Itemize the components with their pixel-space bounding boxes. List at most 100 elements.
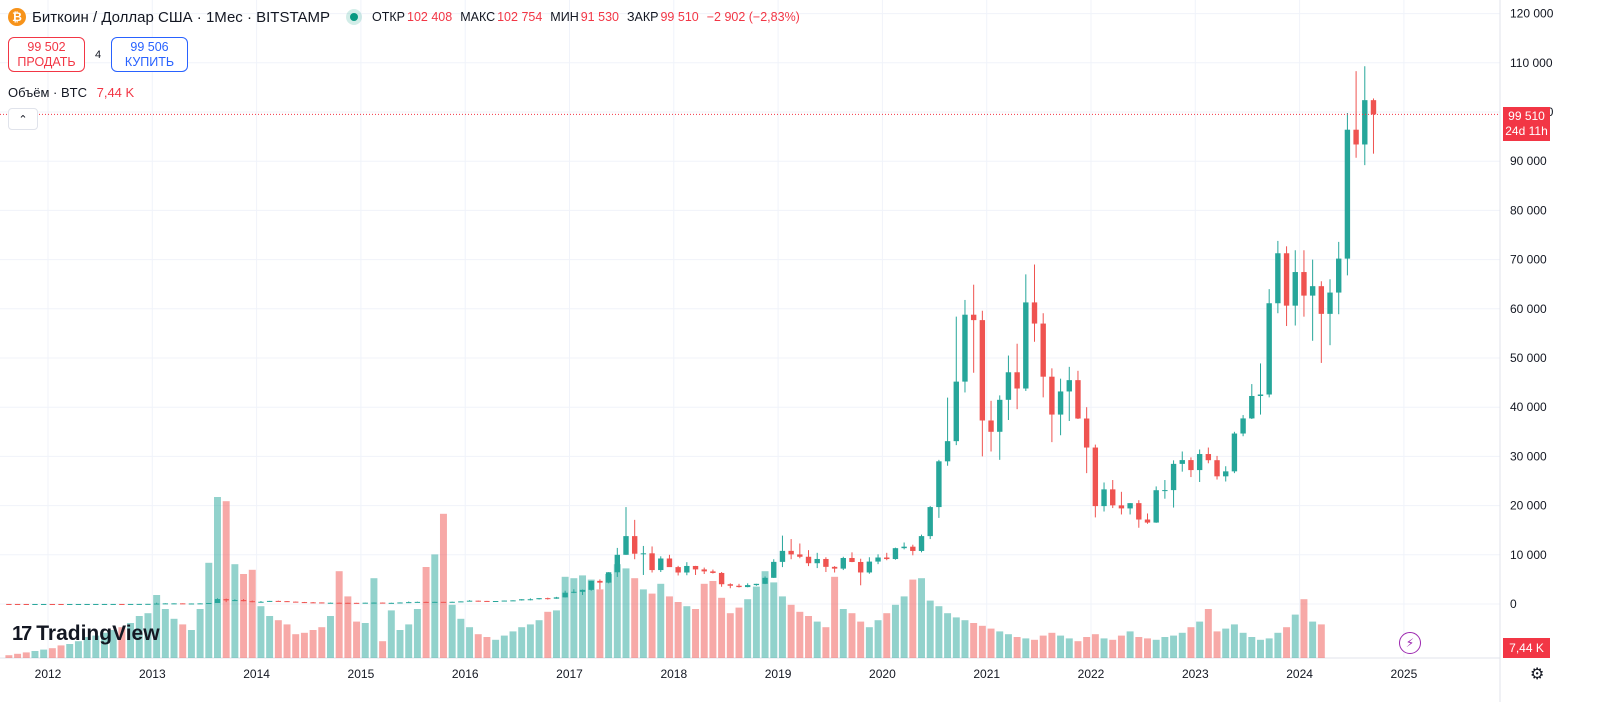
volume-bar [1083,637,1091,658]
time-tick-label: 2017 [556,667,583,681]
candle-body [840,557,846,569]
candle-body [1327,292,1333,314]
candle-body [101,603,108,605]
time-tick-label: 2013 [139,667,166,681]
candle-body [1153,490,1159,523]
candle-body [1092,447,1099,507]
candle-body [466,600,473,602]
volume-legend[interactable]: Объём · BTC 7,44 K [8,85,134,100]
candle-body [579,589,586,592]
market-status-icon[interactable] [350,13,359,21]
settings-icon[interactable]: ⚙ [1530,666,1545,683]
candle-body [1249,395,1255,419]
volume-bar [5,655,13,658]
buy-button[interactable]: 99 506 КУПИТЬ [111,37,188,72]
volume-bar [74,641,82,658]
bitcoin-icon: ₿ [8,8,26,26]
candle-body [379,602,386,604]
collapse-legend-button[interactable]: ⌃ [8,108,38,130]
candle-body [197,603,203,605]
time-axis[interactable]: 2012 2013 2014 2015 2016 2017 2018 2019 2020 2021… [35,667,1418,681]
close-value: 99 510 [660,10,699,24]
price-axis[interactable]: 0 10 000 20 000 30 000 40 000 50 000 60 000 70 … [1510,7,1554,611]
volume-bar [1039,635,1047,658]
candle-body [571,591,577,593]
volume-bar [353,621,361,658]
sell-button[interactable]: 99 502 ПРОДАТЬ [8,37,85,72]
candle-body [1336,258,1342,293]
volume-bar [1126,631,1134,658]
candle-body [1101,489,1107,507]
tradingview-mark-icon: 17 [12,622,32,645]
candle-body [527,599,534,601]
buy-label: КУПИТЬ [124,54,175,69]
candle-body [127,603,134,605]
volume-bar [631,578,639,658]
candle-body [970,314,977,321]
volume-bar [431,554,439,658]
candle-body [658,558,664,571]
volume-legend-value: 7,44 K [96,85,135,100]
volume-bar [31,651,39,658]
volume-bar [153,595,161,658]
volume-bar [109,630,117,658]
volume-bar [1100,638,1108,658]
candle-body [927,507,933,537]
last-volume-label: 7,44 K [1503,638,1550,658]
candle-body [631,536,638,554]
tradingview-logo[interactable]: 17 TradingView [12,622,160,646]
tradingview-name: TradingView [36,622,160,645]
candle-body [1127,503,1133,509]
candle-body [1162,490,1168,492]
volume-bar [961,620,969,658]
time-tick-label: 2019 [765,667,792,681]
volume-bar [1109,639,1117,658]
volume-bar [778,596,786,658]
candle-body [1309,286,1316,296]
lightning-icon[interactable]: ⚡ [1399,632,1421,654]
candle-body [988,420,994,432]
time-tick-label: 2014 [243,667,270,681]
candle-body [710,571,716,573]
candle-body [336,602,342,604]
volume-bar [1117,635,1125,658]
volume-bar [1091,634,1099,658]
candle-body [188,603,195,605]
candle-body [223,599,229,601]
candle-body [597,580,603,583]
candle-body [397,602,403,604]
candle-body [6,603,12,605]
time-tick-label: 2025 [1391,667,1418,681]
change-value: −2 902 (−2,83%) [706,10,800,24]
candle-body [1205,454,1212,461]
candle-body [623,536,629,555]
candle-body [553,597,560,599]
volume-bar [292,634,300,658]
symbol-title[interactable]: Биткоин / Доллар США · 1Мес · BITSTAMP [32,8,331,26]
volume-bar [596,589,604,658]
volume-bar [14,653,22,658]
volume-bar [144,613,152,658]
volume-bar [1291,614,1299,658]
volume-bar [83,637,91,658]
time-tick-label: 2024 [1286,667,1313,681]
candle-body [58,603,64,605]
volume-bar [1161,637,1169,658]
volume-bar [500,635,508,658]
candle-body [93,603,99,605]
volume-bar [300,632,308,658]
volume-bar [370,578,378,658]
candle-body [249,601,255,603]
volume-bar [813,621,821,658]
high-value: 102 754 [497,10,543,24]
volume-bar [926,600,934,658]
candle-body [805,556,812,564]
candle-body [423,601,429,603]
volume-bar [552,610,560,658]
volume-bar [1004,634,1012,658]
volume-bar [952,617,960,658]
candle-body [753,583,760,586]
volume-bar [1222,628,1230,658]
volume-bar [700,583,708,658]
